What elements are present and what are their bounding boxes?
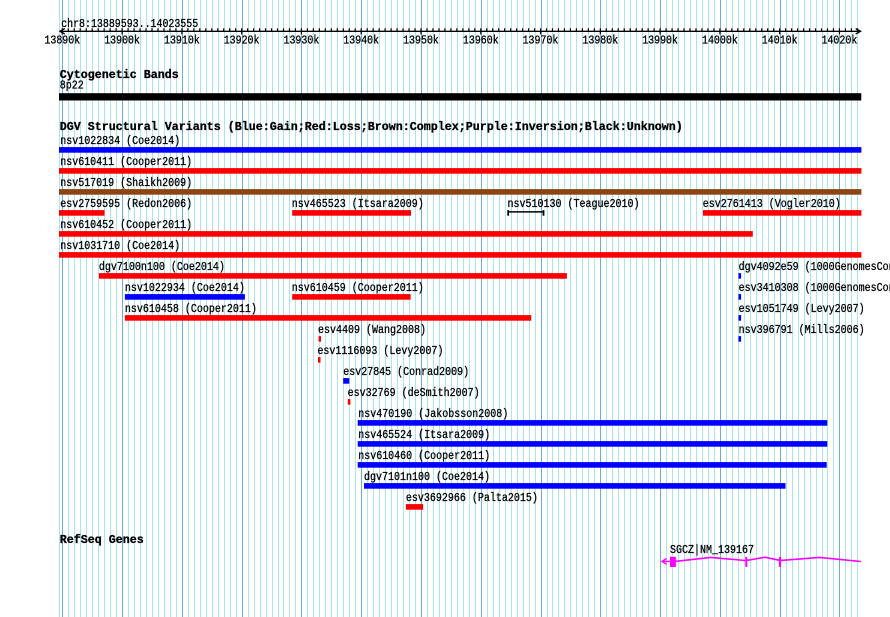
svg-text:nsv610452 (Cooper2011): nsv610452 (Cooper2011) <box>60 218 192 232</box>
svg-text:esv32769 (deSmith2007): esv32769 (deSmith2007) <box>348 386 480 400</box>
svg-text:nsv470190 (Jakobsson2008): nsv470190 (Jakobsson2008) <box>358 407 508 421</box>
svg-text:13920k: 13920k <box>224 34 260 48</box>
svg-text:dgv7100n100 (Coe2014): dgv7100n100 (Coe2014) <box>99 260 225 274</box>
svg-text:nsv610458 (Cooper2011): nsv610458 (Cooper2011) <box>125 302 257 316</box>
svg-text:esv3410308 (1000GenomesConsort: esv3410308 (1000GenomesConsortiumPilot) <box>739 281 890 295</box>
svg-text:esv3692966 (Palta2015): esv3692966 (Palta2015) <box>406 491 538 505</box>
svg-text:13910k: 13910k <box>164 34 200 48</box>
svg-text:13940k: 13940k <box>343 34 379 48</box>
svg-text:14010k: 14010k <box>762 34 798 48</box>
svg-text:esv2761413 (Vogler2010): esv2761413 (Vogler2010) <box>703 197 841 211</box>
svg-text:14020k: 14020k <box>822 34 858 48</box>
svg-text:nsv465524 (Itsara2009): nsv465524 (Itsara2009) <box>358 428 490 442</box>
svg-text:dgv7101n100 (Coe2014): dgv7101n100 (Coe2014) <box>364 470 490 484</box>
svg-text:13930k: 13930k <box>284 34 320 48</box>
svg-text:14000k: 14000k <box>702 34 738 48</box>
svg-text:nsv517019 (Shaikh2009): nsv517019 (Shaikh2009) <box>60 176 192 190</box>
svg-text:esv1116093 (Levy2007): esv1116093 (Levy2007) <box>317 344 443 358</box>
svg-text:esv27845 (Conrad2009): esv27845 (Conrad2009) <box>343 365 469 379</box>
svg-text:esv2759595 (Redon2006): esv2759595 (Redon2006) <box>60 197 192 211</box>
svg-text:RefSeq Genes: RefSeq Genes <box>60 533 144 547</box>
svg-text:esv1051749 (Levy2007): esv1051749 (Levy2007) <box>739 302 865 316</box>
svg-text:nsv610411 (Cooper2011): nsv610411 (Cooper2011) <box>60 155 192 169</box>
svg-text:DGV Structural Variants (Blue:: DGV Structural Variants (Blue:Gain;Red:L… <box>60 120 683 134</box>
svg-text:nsv465523 (Itsara2009): nsv465523 (Itsara2009) <box>292 197 424 211</box>
svg-text:13990k: 13990k <box>642 34 678 48</box>
svg-text:nsv610460 (Cooper2011): nsv610460 (Cooper2011) <box>358 449 490 463</box>
svg-text:13950k: 13950k <box>403 34 439 48</box>
svg-text:nsv1022934 (Coe2014): nsv1022934 (Coe2014) <box>125 281 245 295</box>
svg-text:13980k: 13980k <box>582 34 618 48</box>
svg-text:nsv1031710 (Coe2014): nsv1031710 (Coe2014) <box>60 239 180 253</box>
svg-text:esv4409 (Wang2008): esv4409 (Wang2008) <box>318 323 426 337</box>
svg-text:dgv4092e59 (1000GenomesConsort: dgv4092e59 (1000GenomesConsortiumPilot) <box>739 260 890 274</box>
svg-text:SGCZ|NM_139167: SGCZ|NM_139167 <box>670 543 754 557</box>
svg-text:nsv610459 (Cooper2011): nsv610459 (Cooper2011) <box>292 281 424 295</box>
svg-text:nsv1022834 (Coe2014): nsv1022834 (Coe2014) <box>60 134 180 148</box>
svg-text:nsv510130 (Teague2010): nsv510130 (Teague2010) <box>508 197 640 211</box>
svg-text:13890k: 13890k <box>44 34 80 48</box>
svg-text:13970k: 13970k <box>523 34 559 48</box>
svg-text:chr8:13889593..14023555: chr8:13889593..14023555 <box>61 17 198 31</box>
svg-text:8p22: 8p22 <box>60 78 84 92</box>
svg-text:13960k: 13960k <box>463 34 499 48</box>
svg-text:13900k: 13900k <box>104 34 140 48</box>
svg-text:Cytogenetic Bands: Cytogenetic Bands <box>60 68 179 82</box>
svg-text:nsv396791 (Mills2006): nsv396791 (Mills2006) <box>739 323 865 337</box>
